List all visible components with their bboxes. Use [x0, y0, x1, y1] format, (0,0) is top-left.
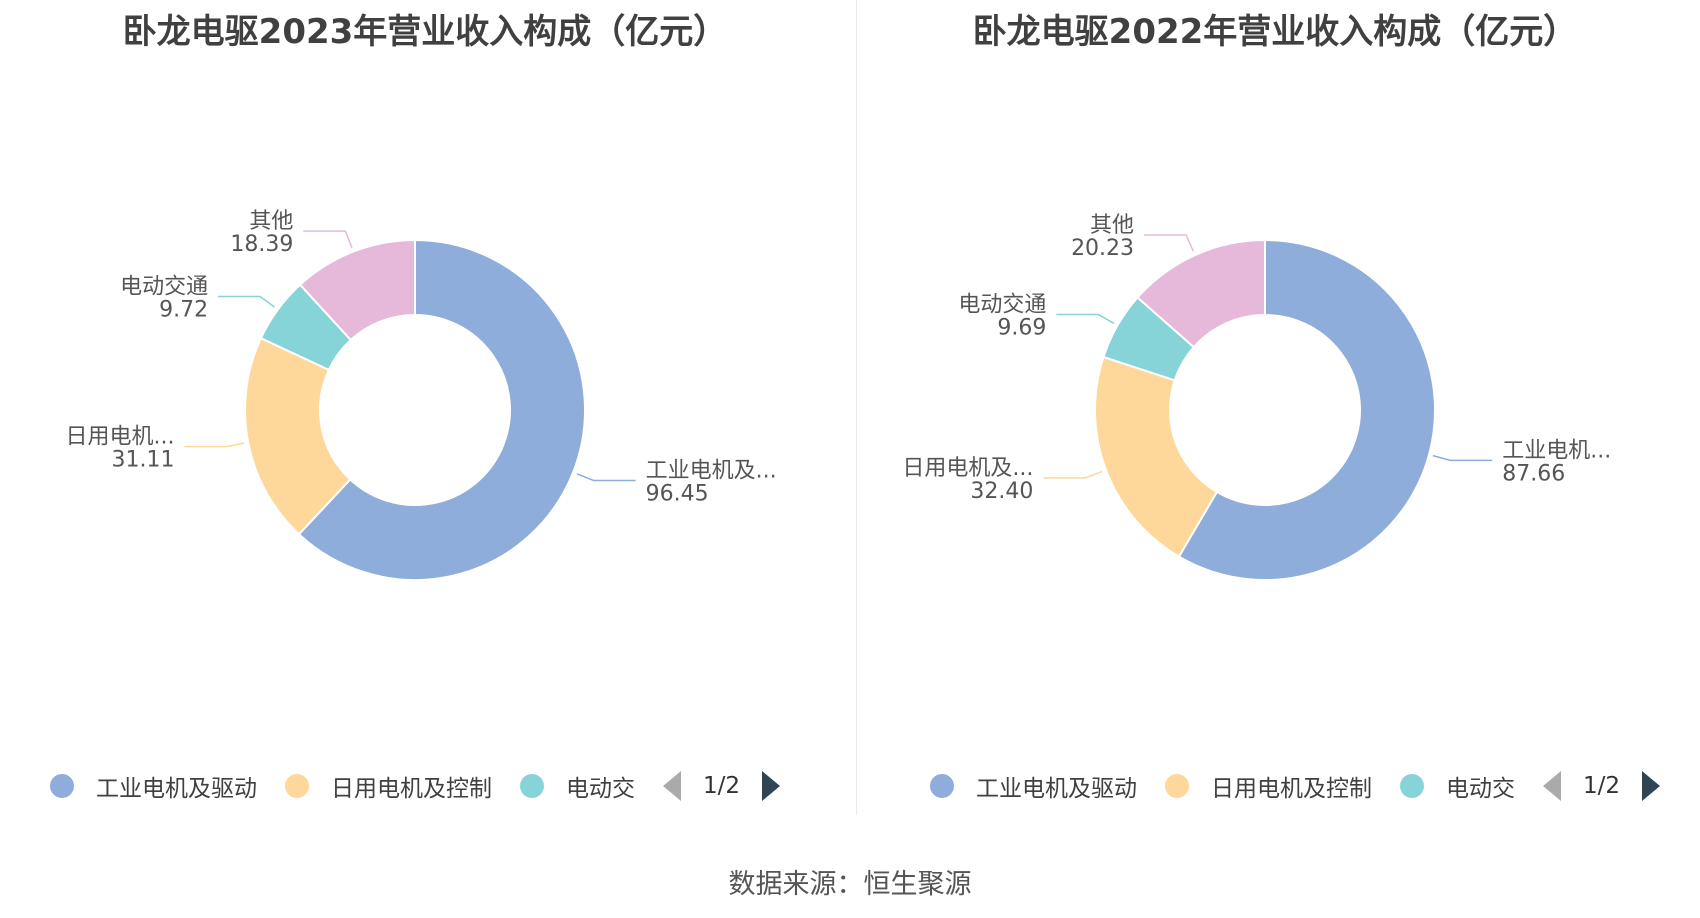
legend: 工业电机及驱动 日用电机及控制 电动交 1/2 [850, 764, 1700, 808]
chart-title: 卧龙电驱2022年营业收入构成（亿元） [972, 12, 1578, 52]
slice-value-label: 9.72 [159, 298, 208, 323]
pager-next-icon[interactable] [1642, 771, 1661, 801]
slice-value-label: 87.66 [1502, 461, 1565, 486]
slice-name-label: 电动交通 [958, 293, 1046, 318]
legend: 工业电机及驱动 日用电机及控制 电动交 1/2 [0, 764, 900, 808]
legend-label: 日用电机及控制 [331, 776, 492, 802]
slice-name-label: 电动交通 [120, 275, 208, 300]
legend-dot [930, 774, 954, 798]
slice-value-label: 9.69 [997, 316, 1046, 341]
pie-slice[interactable] [244, 336, 352, 536]
slice-name-label: 工业电机... [1502, 438, 1611, 463]
legend-item[interactable]: 工业电机及驱动 [50, 769, 257, 803]
legend-dot [50, 774, 74, 798]
label-line [218, 295, 276, 308]
pie-slice[interactable] [1094, 355, 1219, 558]
legend-label: 电动交 [1446, 776, 1515, 802]
slice-name-label: 其他 [1090, 213, 1134, 238]
legend-item[interactable]: 日用电机及控制 [285, 769, 492, 803]
legend-item[interactable]: 日用电机及控制 [1165, 769, 1372, 803]
pie-slice[interactable] [1177, 238, 1436, 581]
slice-value-label: 18.39 [230, 232, 293, 257]
label-line [1043, 470, 1103, 479]
slice-name-label: 日用电机及... [902, 456, 1033, 481]
legend-dot [1400, 774, 1424, 798]
slice-name-label: 其他 [249, 209, 293, 234]
label-line [1144, 234, 1195, 252]
data-source: 数据来源：恒生聚源 [728, 869, 972, 900]
label-line [1056, 313, 1115, 325]
divider [856, 0, 857, 815]
legend-pager: 1/2 [1543, 771, 1661, 801]
legend-label: 工业电机及驱动 [976, 776, 1137, 802]
legend-label: 电动交 [566, 776, 635, 802]
legend-item[interactable]: 电动交 [1400, 769, 1515, 803]
label-line [576, 473, 636, 482]
pager-next-icon[interactable] [762, 771, 781, 801]
slice-value-label: 96.45 [646, 481, 709, 506]
legend-item[interactable]: 工业电机及驱动 [930, 769, 1137, 803]
label-line [184, 442, 245, 448]
legend-label: 日用电机及控制 [1211, 776, 1372, 802]
legend-dot [285, 774, 309, 798]
pager-prev-icon[interactable] [1543, 771, 1561, 801]
pie-slice[interactable] [1136, 238, 1266, 349]
label-line [1432, 454, 1493, 462]
pager-prev-icon[interactable] [663, 771, 681, 801]
legend-dot [1165, 774, 1189, 798]
chart-panel-2023: 卧龙电驱2023年营业收入构成（亿元） 工业电机及... 96.45 日用电机...… [0, 0, 850, 820]
legend-label: 工业电机及驱动 [96, 776, 257, 802]
slice-name-label: 日用电机... [66, 425, 175, 450]
slice-value-label: 31.11 [112, 448, 175, 473]
chart-title: 卧龙电驱2023年营业收入构成（亿元） [122, 12, 728, 52]
pager-text: 1/2 [703, 773, 741, 799]
chart-panel-2022: 卧龙电驱2022年营业收入构成（亿元） 工业电机... 87.66 日用电机及...… [850, 0, 1700, 820]
label-line [303, 230, 353, 249]
pager-text: 1/2 [1583, 773, 1621, 799]
legend-item[interactable]: 电动交 [520, 769, 635, 803]
slice-value-label: 32.40 [970, 479, 1033, 504]
pie-slice[interactable] [297, 238, 586, 581]
legend-dot [520, 774, 544, 798]
slice-value-label: 20.23 [1071, 236, 1134, 261]
legend-pager: 1/2 [663, 771, 781, 801]
slice-name-label: 工业电机及... [646, 458, 777, 483]
pie-slice[interactable] [298, 238, 416, 342]
